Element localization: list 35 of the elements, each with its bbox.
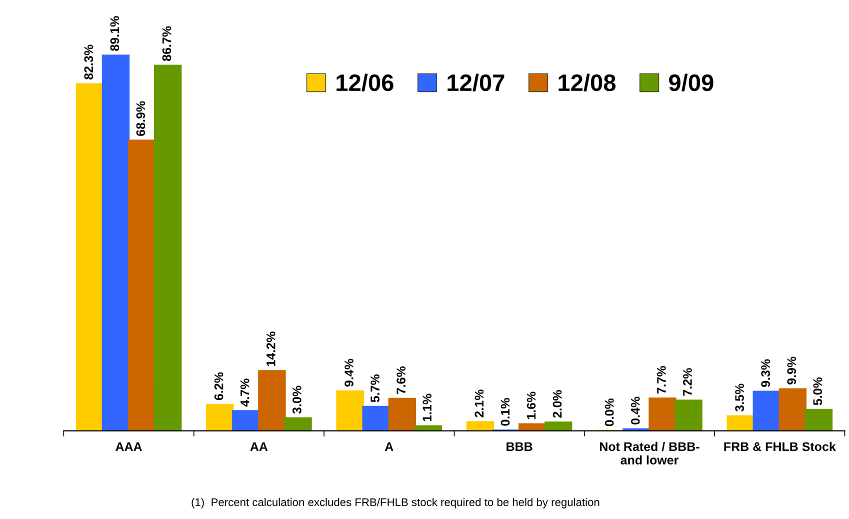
data-label: 0.0% xyxy=(604,398,614,426)
data-label: 3.0% xyxy=(292,386,302,414)
legend-label: 12/08 xyxy=(558,74,616,92)
data-label: 89.1% xyxy=(110,16,120,51)
data-label: 68.9% xyxy=(136,101,146,136)
data-label: 6.2% xyxy=(214,372,224,400)
data-label: 4.7% xyxy=(240,378,250,407)
x-tick-label: A xyxy=(384,442,394,451)
text: (1) Percent calculation excludes FRB/FHLB stock required to be held by regulation xyxy=(192,498,600,508)
data-label: 9.4% xyxy=(344,358,354,387)
data-label: 1.6% xyxy=(526,392,536,420)
data-label: 7.2% xyxy=(683,368,692,396)
data-label: 1.1% xyxy=(422,394,432,422)
data-label: 5.0% xyxy=(813,377,822,406)
legend-label: 12/06 xyxy=(336,74,394,92)
data-label: 86.7% xyxy=(162,26,172,61)
data-label: 82.3% xyxy=(84,44,94,80)
x-tick-label: Not Rated / BBB- and lower xyxy=(600,442,700,465)
data-label: 3.5% xyxy=(735,384,744,412)
data-label: 7.7% xyxy=(657,366,666,394)
x-tick-label: BBB xyxy=(506,442,532,451)
data-label: 7.6% xyxy=(396,366,406,394)
data-label: 2.0% xyxy=(552,390,562,418)
data-label: 5.7% xyxy=(370,374,380,402)
data-label: 9.9% xyxy=(787,356,796,384)
data-label: 2.1% xyxy=(474,390,484,418)
data-label: 9.3% xyxy=(761,359,770,387)
legend-label: 12/07 xyxy=(448,74,504,92)
data-label: 0.4% xyxy=(630,396,640,424)
data-label: 0.1% xyxy=(500,398,510,426)
legend-label: 9/09 xyxy=(669,74,714,92)
x-tick-label: AAA xyxy=(116,442,142,451)
x-tick-label: AA xyxy=(250,442,268,451)
data-label: 14.2% xyxy=(266,332,276,366)
x-tick-label: FRB & FHLB Stock xyxy=(724,442,836,452)
